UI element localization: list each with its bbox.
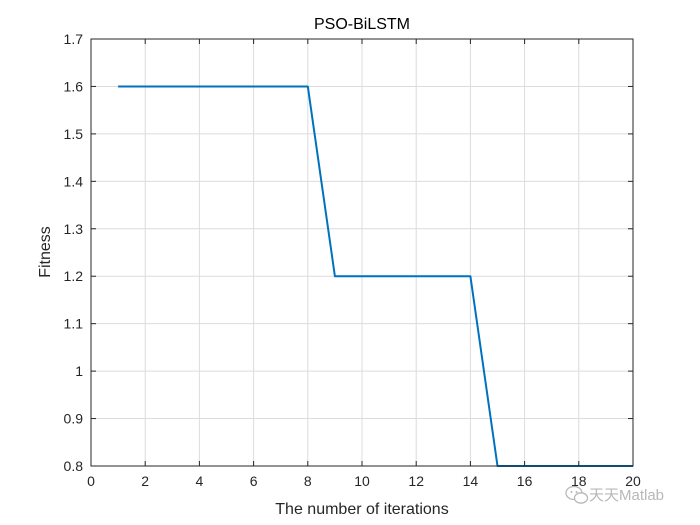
x-tick-label: 14: [463, 473, 479, 489]
x-tick-label: 16: [517, 473, 533, 489]
x-tick-label: 12: [408, 473, 424, 489]
y-tick-label: 1: [75, 363, 83, 379]
watermark: 天天Matlab: [565, 485, 664, 504]
x-tick-label: 10: [354, 473, 370, 489]
x-tick-label: 4: [196, 473, 204, 489]
x-axis-label: The number of iterations: [275, 501, 448, 518]
watermark-text: 天天Matlab: [589, 487, 664, 504]
chart-title: PSO-BiLSTM: [314, 16, 410, 33]
x-tick-label: 0: [87, 473, 95, 489]
y-tick-label: 1.2: [64, 268, 84, 284]
x-tick-label: 6: [250, 473, 258, 489]
y-axis-label: Fitness: [37, 226, 54, 278]
ticks: 0 2 4 6 8 10 12 14 16 18 20 0.8 0.9 1 1.1 1.2 1.3 1.4 1.5 1…: [64, 31, 641, 489]
x-tick-label: 2: [141, 473, 149, 489]
x-tick-label: 20: [625, 473, 641, 489]
y-tick-label: 1.1: [64, 316, 84, 332]
y-tick-label: 0.8: [64, 458, 84, 474]
wechat-icon: [565, 485, 589, 504]
y-tick-label: 1.6: [64, 78, 84, 94]
y-tick-label: 1.4: [64, 173, 84, 189]
x-tick-label: 8: [304, 473, 312, 489]
x-tick-label: 18: [571, 473, 587, 489]
y-tick-label: 1.7: [64, 31, 84, 47]
y-tick-label: 0.9: [64, 411, 84, 427]
y-tick-label: 1.5: [64, 126, 84, 142]
y-tick-label: 1.3: [64, 221, 84, 237]
